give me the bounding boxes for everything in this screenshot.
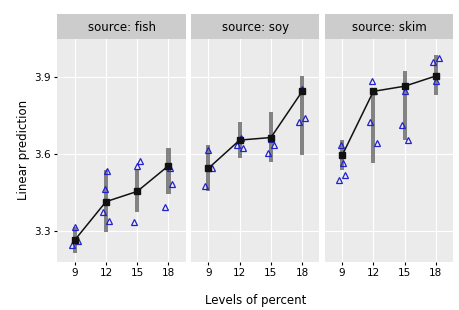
Bar xyxy=(104,170,108,232)
Bar xyxy=(237,122,241,158)
Bar xyxy=(370,89,375,163)
Bar xyxy=(402,71,406,140)
Bar xyxy=(73,227,77,253)
Text: source: fish: source: fish xyxy=(87,21,155,34)
Bar xyxy=(135,170,139,212)
Y-axis label: Linear prediction: Linear prediction xyxy=(17,100,30,200)
Bar xyxy=(300,76,303,156)
Bar xyxy=(269,112,272,162)
Bar xyxy=(433,55,437,95)
Bar xyxy=(166,148,170,194)
Text: source: skim: source: skim xyxy=(351,21,425,34)
Text: Levels of percent: Levels of percent xyxy=(204,294,305,307)
Bar xyxy=(206,145,210,191)
Bar xyxy=(339,140,343,170)
Text: source: soy: source: soy xyxy=(221,21,288,34)
